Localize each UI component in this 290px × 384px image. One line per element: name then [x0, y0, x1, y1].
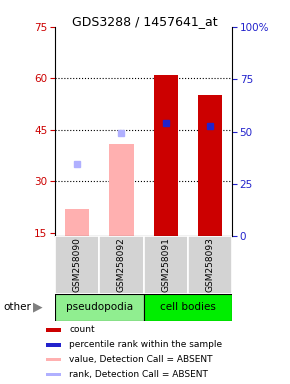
- Text: ▶: ▶: [33, 301, 43, 314]
- Bar: [46, 328, 61, 332]
- Bar: [99, 236, 144, 294]
- Bar: [198, 96, 222, 236]
- Text: rank, Detection Call = ABSENT: rank, Detection Call = ABSENT: [69, 370, 208, 379]
- Text: GSM258090: GSM258090: [73, 238, 82, 292]
- Bar: [46, 358, 61, 361]
- Bar: [109, 144, 134, 236]
- Bar: [188, 236, 232, 294]
- Bar: [153, 75, 178, 236]
- Text: cell bodies: cell bodies: [160, 302, 216, 312]
- Text: GSM258092: GSM258092: [117, 238, 126, 292]
- Bar: [65, 209, 89, 236]
- Text: GSM258091: GSM258091: [161, 238, 170, 292]
- Text: other: other: [3, 302, 31, 312]
- Bar: [46, 343, 61, 346]
- Bar: [144, 236, 188, 294]
- Bar: [46, 373, 61, 376]
- Text: percentile rank within the sample: percentile rank within the sample: [69, 340, 222, 349]
- Text: GSM258093: GSM258093: [205, 238, 214, 292]
- Text: value, Detection Call = ABSENT: value, Detection Call = ABSENT: [69, 355, 213, 364]
- Text: pseudopodia: pseudopodia: [66, 302, 133, 312]
- Bar: [144, 294, 232, 321]
- Bar: [55, 294, 144, 321]
- Text: GDS3288 / 1457641_at: GDS3288 / 1457641_at: [72, 15, 218, 28]
- Text: count: count: [69, 326, 95, 334]
- Bar: [55, 236, 99, 294]
